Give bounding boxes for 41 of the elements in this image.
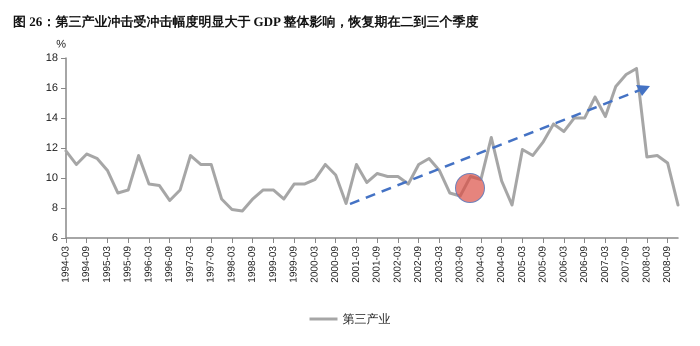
y-tick-label: 18 — [46, 52, 58, 64]
x-tick-label: 2003-03 — [434, 246, 445, 283]
line-series — [64, 67, 680, 212]
x-tick-label: 2006-09 — [579, 246, 590, 283]
x-tick-label: 2003-09 — [454, 246, 466, 283]
y-axis-title: % — [56, 38, 66, 50]
legend-label: 第三产业 — [342, 312, 390, 326]
x-tick-label: 1994-03 — [60, 246, 72, 283]
x-tick-label: 2006-03 — [558, 246, 570, 283]
x-tick-label: 1997-03 — [184, 246, 196, 283]
chart-title: 图 26：第三产业冲击受冲击幅度明显大于 GDP 整体影响，恢复期在二到三个季度 — [13, 14, 478, 29]
x-tick-label: 1995-03 — [102, 246, 113, 283]
x-tick-label: 2005-09 — [538, 246, 549, 283]
x-tick-label: 2004-09 — [496, 246, 508, 283]
x-tick-label: 2001-09 — [372, 246, 383, 283]
x-tick-label: 2007-03 — [600, 246, 611, 283]
x-tick-label: 2004-03 — [475, 246, 486, 283]
x-tick-label: 2002-09 — [413, 246, 424, 283]
x-tick-label: 2000-09 — [330, 246, 342, 283]
x-tick-label: 1998-03 — [226, 246, 238, 283]
x-tick-label: 2008-09 — [662, 246, 674, 283]
x-tick-label: 2002-03 — [392, 246, 404, 283]
x-tick-label: 1998-09 — [247, 246, 258, 283]
x-tick-label: 1995-09 — [122, 246, 134, 283]
x-tick-label: 2000-03 — [309, 246, 320, 283]
y-tick-label: 14 — [46, 112, 58, 124]
y-tick-label: 16 — [46, 82, 58, 94]
x-tick-label: 1996-03 — [143, 246, 154, 283]
x-tick-label: 2005-03 — [516, 246, 528, 283]
y-tick-label: 12 — [46, 142, 58, 154]
x-tick-label: 1999-03 — [268, 246, 279, 283]
x-tick-label: 1994-09 — [81, 246, 92, 283]
y-tick-label: 10 — [46, 172, 58, 184]
x-tick-label: 1997-09 — [206, 246, 217, 283]
x-tick-label: 2007-09 — [620, 246, 632, 283]
x-tick-label: 1996-09 — [164, 246, 176, 283]
x-tick-label: 2001-03 — [350, 246, 362, 283]
y-tick-label: 8 — [52, 202, 58, 214]
x-tick-label: 1999-09 — [288, 246, 300, 283]
x-tick-label: 2008-03 — [641, 246, 652, 283]
y-tick-label: 6 — [52, 232, 58, 244]
